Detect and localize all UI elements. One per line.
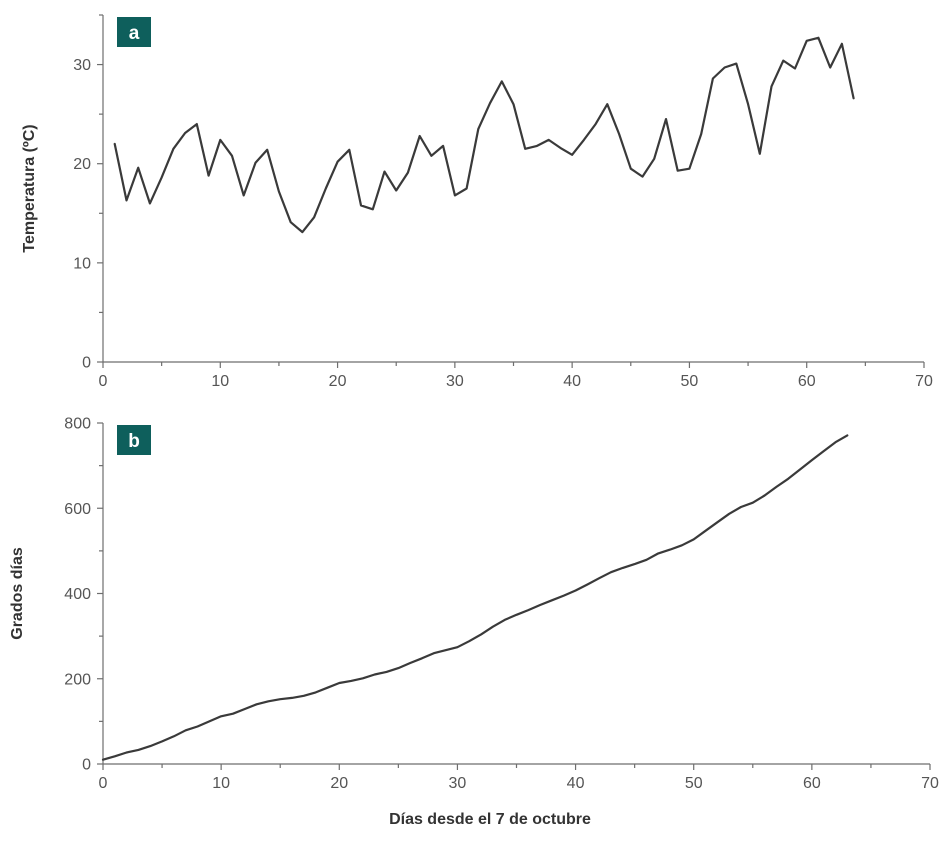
panel-b-badge-label: b [128,431,140,452]
panel-a-series-line [113,36,855,234]
panel-a-y-axis-title: Temperatura (ºC) [21,124,38,252]
panel-b-series-line [101,434,849,761]
x-axis-title: Días desde el 7 de octubre [389,811,591,828]
panel-a-x-tick-label: 0 [99,373,108,390]
panel-b-x-tick-label: 20 [330,775,348,792]
panel-b-y-axis-title: Grados días [9,547,26,640]
panel-a-y-tick-label: 20 [73,156,91,173]
panel-b-badge [117,425,151,455]
panel-b-x-tick-label: 50 [685,775,703,792]
panel-a-y-tick-label: 0 [82,355,91,372]
panel-a-x-tick-label: 70 [915,373,933,390]
panel-a-x-tick-label: 40 [563,373,581,390]
panel-b-y-tick-label: 400 [64,586,91,603]
panel-b-y-tick-label: 200 [64,671,91,688]
panel-a-x-tick-label: 10 [211,373,229,390]
panel-a-x-tick-label: 30 [446,373,464,390]
panel-b-y-tick-label: 800 [64,416,91,433]
panel-b-y-tick-label: 600 [64,501,91,518]
panel-b-x-tick-label: 30 [449,775,467,792]
panel-b-x-tick-label: 40 [567,775,585,792]
panel-a-x-tick-label: 60 [798,373,816,390]
panel-a-badge [117,17,151,47]
panel-a-x-tick-label: 20 [329,373,347,390]
panel-a-badge-label: a [129,23,140,44]
panel-b-x-tick-label: 10 [212,775,230,792]
panel-b-x-tick-label: 0 [99,775,108,792]
panel-a-y-tick-label: 10 [73,255,91,272]
panel-b-x-tick-label: 60 [803,775,821,792]
panel-b-y-tick-label: 0 [82,757,91,774]
panel-a-x-tick-label: 50 [681,373,699,390]
panel-a-y-tick-label: 30 [73,57,91,74]
panel-b-x-tick-label: 70 [921,775,939,792]
